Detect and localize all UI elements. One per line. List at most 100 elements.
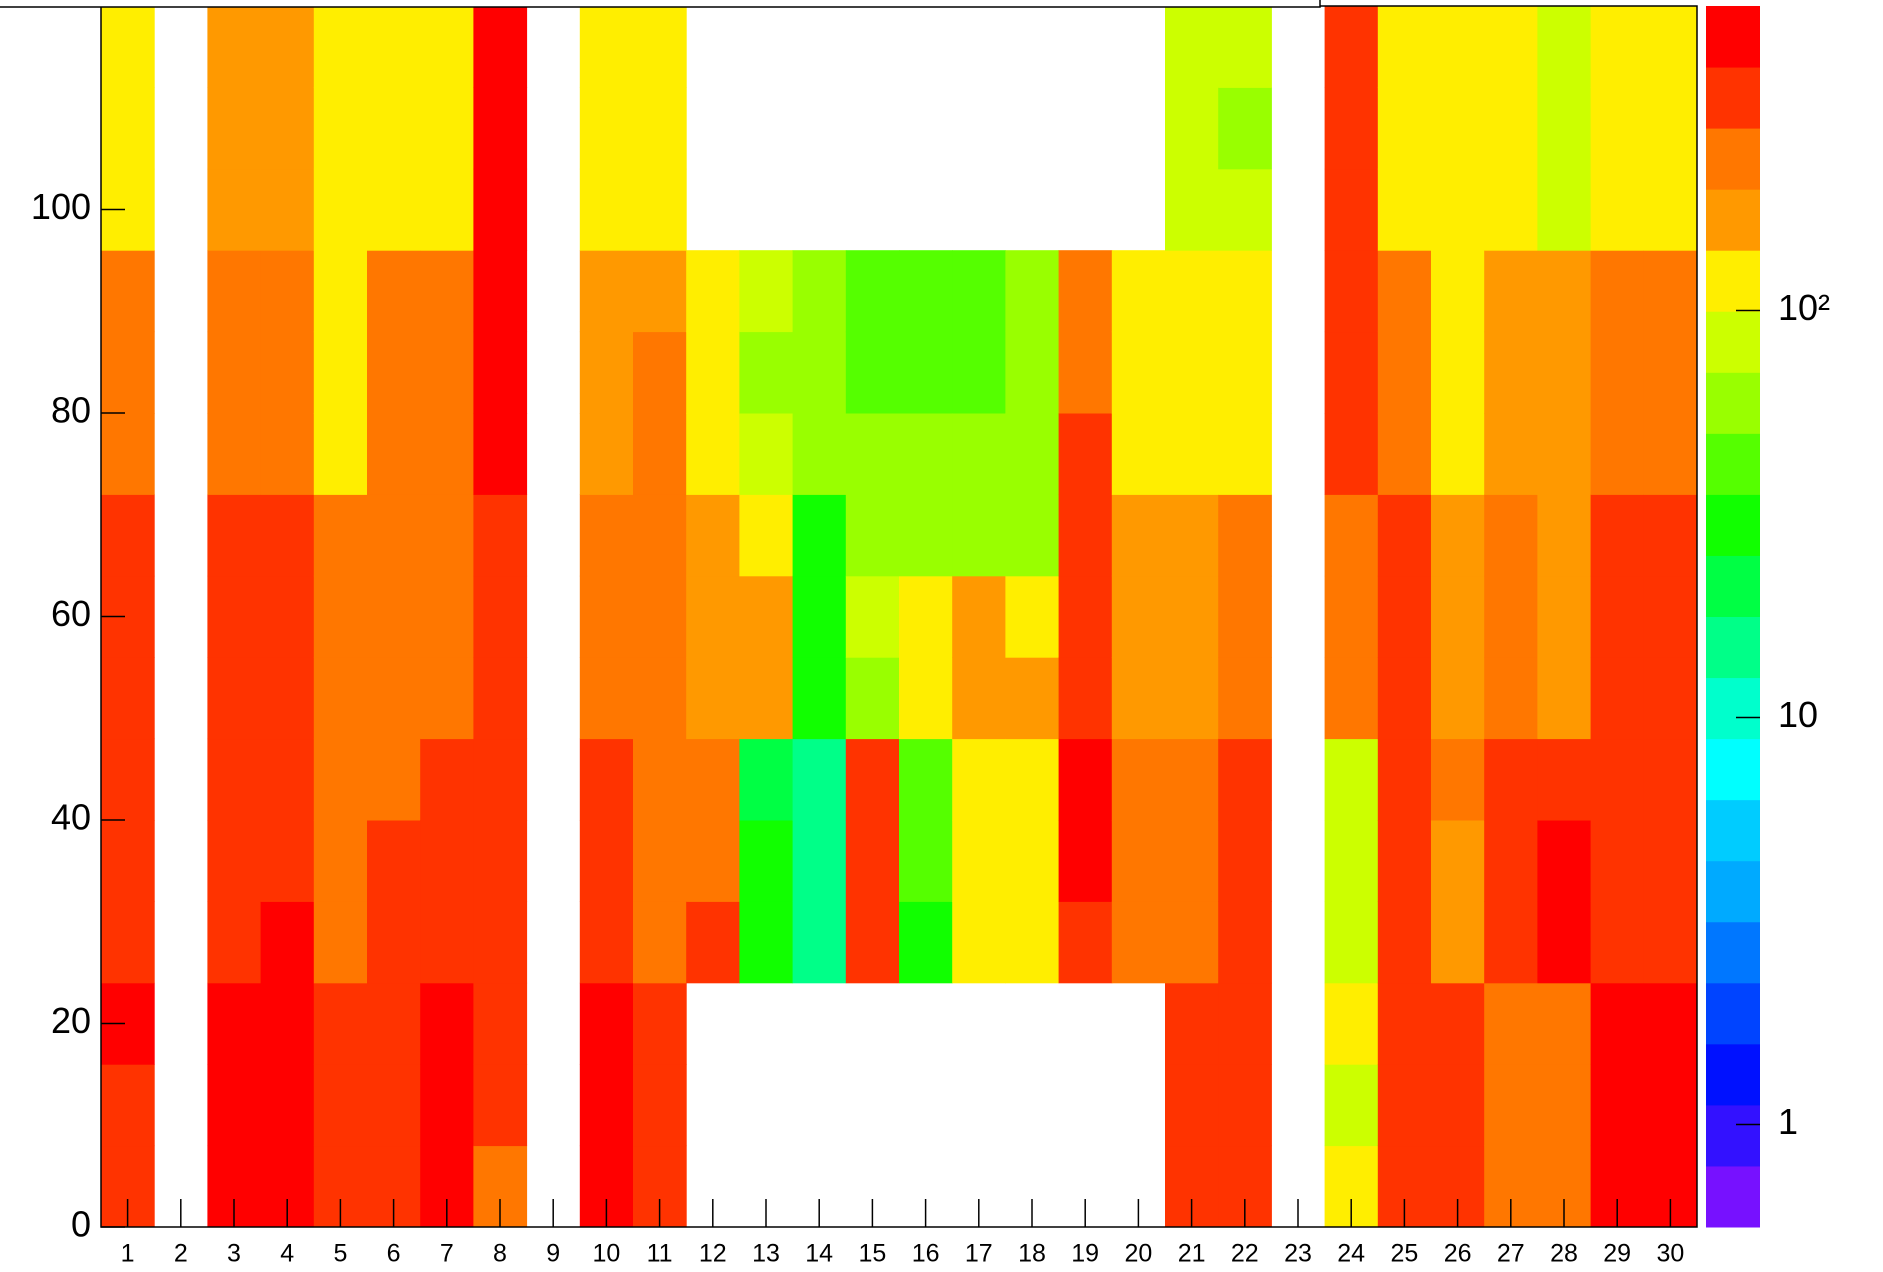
cell — [952, 901, 1006, 984]
cell — [845, 575, 900, 658]
cell — [1377, 494, 1432, 577]
cell — [633, 250, 687, 333]
cell — [473, 250, 528, 333]
cell — [1537, 413, 1592, 495]
palette-band — [1706, 799, 1760, 862]
cell — [101, 738, 155, 821]
cell — [101, 820, 155, 902]
x-tick-label: 22 — [1231, 1240, 1259, 1268]
x-tick-label: 27 — [1497, 1240, 1525, 1268]
cell — [207, 1064, 262, 1147]
cell — [792, 250, 847, 333]
cell — [1165, 657, 1219, 740]
cell — [1590, 250, 1645, 333]
palette-band — [1706, 1104, 1760, 1167]
cell — [1165, 901, 1219, 984]
cell — [260, 331, 315, 414]
cell — [579, 575, 634, 658]
palette-band — [1706, 250, 1760, 312]
cell — [313, 738, 368, 821]
cell — [313, 820, 368, 902]
cell — [1218, 168, 1272, 251]
cell — [1643, 820, 1698, 902]
cell — [207, 657, 262, 740]
cell — [367, 494, 421, 577]
cell — [1377, 901, 1432, 984]
cell — [367, 250, 421, 333]
cell — [420, 657, 474, 740]
x-tick-label: 2 — [174, 1240, 188, 1268]
cell — [1537, 820, 1592, 902]
cell — [1484, 87, 1538, 170]
cell — [420, 982, 474, 1065]
cell — [1377, 820, 1432, 902]
cell — [1431, 820, 1485, 902]
cell — [207, 168, 262, 251]
palette-band — [1706, 860, 1760, 923]
cell — [1537, 331, 1592, 414]
cell — [473, 331, 528, 414]
cell — [686, 738, 740, 821]
cell — [1377, 1064, 1432, 1147]
cell — [633, 657, 687, 740]
cell — [739, 820, 794, 902]
cell — [1218, 331, 1272, 414]
cell — [1643, 250, 1698, 333]
cell — [207, 250, 262, 333]
cell — [207, 331, 262, 414]
cell — [313, 168, 368, 251]
x-tick-label: 18 — [1018, 1240, 1046, 1268]
cell — [739, 413, 794, 495]
cell — [1537, 982, 1592, 1065]
x-tick-label: 14 — [805, 1240, 833, 1268]
palette-band — [1706, 677, 1760, 740]
x-tick-label: 28 — [1550, 1240, 1578, 1268]
cell — [739, 901, 794, 984]
cell — [1431, 575, 1485, 658]
cell — [207, 6, 262, 88]
palette-band — [1706, 67, 1760, 129]
cell — [367, 657, 421, 740]
cell — [845, 901, 900, 984]
cell — [313, 575, 368, 658]
cell — [1431, 901, 1485, 984]
palette-band — [1706, 616, 1760, 679]
y-tick-label: 60 — [51, 593, 91, 634]
cell — [1431, 413, 1485, 495]
cell — [792, 657, 847, 740]
cell — [260, 1064, 315, 1147]
cell — [1431, 250, 1485, 333]
cell — [952, 820, 1006, 902]
y-tick-label: 100 — [31, 186, 91, 227]
cell — [899, 494, 953, 577]
cell — [207, 982, 262, 1065]
x-tick-label: 15 — [858, 1240, 886, 1268]
cell — [1590, 87, 1645, 170]
cell — [420, 250, 474, 333]
heatmap — [101, 6, 1698, 1228]
z-tick-label: 10² — [1778, 287, 1830, 328]
cell — [579, 87, 634, 170]
palette-band — [1706, 433, 1760, 495]
cell — [1643, 738, 1698, 821]
cell — [1218, 657, 1272, 740]
cell — [367, 331, 421, 414]
cell — [367, 1064, 421, 1147]
cell — [101, 87, 155, 170]
cell — [1643, 494, 1698, 577]
cell — [1005, 413, 1060, 495]
cell — [739, 494, 794, 577]
cell — [1431, 87, 1485, 170]
cell — [1537, 6, 1592, 88]
cell — [579, 901, 634, 984]
cell — [207, 87, 262, 170]
cell — [313, 6, 368, 88]
cell — [1484, 250, 1538, 333]
cell — [1165, 413, 1219, 495]
x-tick-label: 30 — [1656, 1240, 1684, 1268]
cell — [899, 250, 953, 333]
y-tick-label: 0 — [71, 1204, 91, 1245]
cell — [1218, 575, 1272, 658]
cell — [1058, 250, 1113, 333]
